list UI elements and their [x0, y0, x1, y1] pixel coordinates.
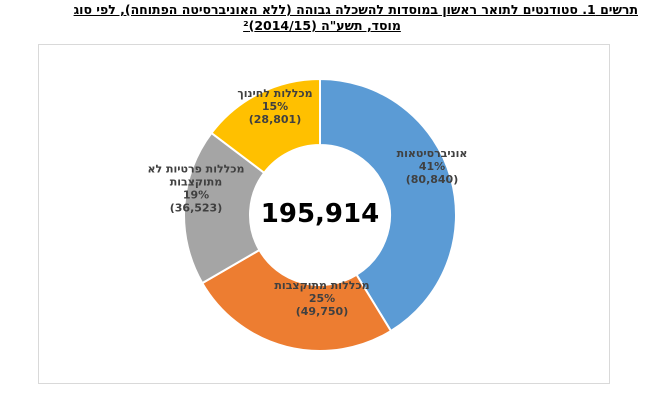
- figure-title-line2: מוסד, תשע"ה (2014/15)²: [243, 18, 401, 33]
- slice-0-name-label: אוניברסיטאות: [397, 147, 468, 160]
- slice-2-name-label: מכללות פרטיות לא: [148, 163, 245, 176]
- slice-3-value-label: (28,801): [249, 113, 302, 126]
- slice-0-value-label: (80,840): [406, 173, 459, 186]
- figure-title-line1: תרשים 1. סטודנטים לתואר ראשון במוסדות לה…: [73, 2, 638, 17]
- donut-slices: [183, 77, 457, 352]
- slice-2-value-label: (36,523): [170, 202, 223, 215]
- slice-3-name-label: מכללות לחינוך: [237, 87, 312, 100]
- slice-3-percent-label: 15%: [262, 100, 288, 113]
- slice-1-percent-label: 25%: [309, 292, 335, 305]
- slice-0: [319, 77, 457, 333]
- center-total-label: 195,914: [261, 199, 379, 229]
- figure-title: תרשים 1. סטודנטים לתואר ראשון במוסדות לה…: [6, 2, 638, 34]
- slice-2-percent-label: 19%: [183, 189, 209, 202]
- slice-2-name-label: מתוקצבות: [170, 176, 223, 189]
- slice-0-percent-label: 41%: [419, 160, 445, 173]
- slice-1: [200, 248, 393, 352]
- slice-2: [183, 131, 266, 285]
- slice-1-value-label: (49,750): [296, 305, 349, 318]
- slice-3: [210, 77, 321, 175]
- slice-1-name-label: מכללות מתוקצבות: [274, 279, 369, 292]
